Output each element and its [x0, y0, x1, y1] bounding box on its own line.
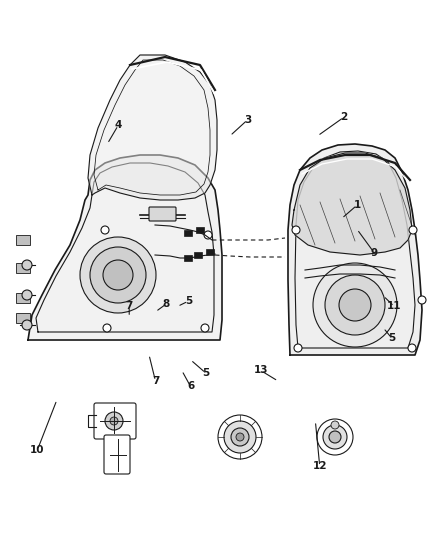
Text: 3: 3 [244, 115, 251, 125]
Circle shape [292, 226, 300, 234]
Text: 4: 4 [115, 120, 122, 130]
Polygon shape [88, 55, 217, 200]
Circle shape [294, 344, 302, 352]
Circle shape [204, 231, 212, 239]
Circle shape [409, 226, 417, 234]
Circle shape [90, 247, 146, 303]
Text: 2: 2 [340, 112, 347, 122]
FancyBboxPatch shape [94, 403, 136, 439]
Text: 7: 7 [152, 376, 159, 386]
Circle shape [101, 226, 109, 234]
Circle shape [22, 290, 32, 300]
Circle shape [408, 344, 416, 352]
Bar [16, 235, 30, 245]
Text: 12: 12 [312, 462, 327, 471]
Bar [184, 230, 192, 236]
Circle shape [329, 431, 341, 443]
Circle shape [317, 419, 353, 455]
Bar [194, 252, 202, 258]
Text: 5: 5 [185, 296, 192, 306]
Circle shape [331, 421, 339, 429]
Text: 6: 6 [187, 382, 194, 391]
Text: 13: 13 [253, 366, 268, 375]
Polygon shape [292, 153, 412, 255]
Text: 7: 7 [126, 302, 133, 311]
Circle shape [224, 421, 256, 453]
Bar [196, 227, 204, 233]
Circle shape [325, 275, 385, 335]
Circle shape [313, 263, 397, 347]
FancyBboxPatch shape [149, 207, 176, 221]
Text: 10: 10 [30, 446, 45, 455]
Circle shape [110, 417, 118, 425]
Circle shape [105, 412, 123, 430]
Circle shape [339, 289, 371, 321]
Bar [16, 263, 30, 273]
Circle shape [103, 324, 111, 332]
FancyBboxPatch shape [104, 435, 130, 474]
Circle shape [22, 320, 32, 330]
Circle shape [22, 260, 32, 270]
Bar [184, 255, 192, 261]
Circle shape [218, 415, 262, 459]
Circle shape [323, 425, 347, 449]
Text: 8: 8 [163, 299, 170, 309]
Text: 1: 1 [353, 200, 360, 210]
Polygon shape [28, 155, 222, 340]
Text: 11: 11 [387, 302, 402, 311]
Circle shape [103, 260, 133, 290]
Circle shape [418, 296, 426, 304]
Circle shape [236, 433, 244, 441]
Bar [16, 313, 30, 323]
Text: 5: 5 [389, 334, 396, 343]
Bar [16, 293, 30, 303]
Polygon shape [288, 144, 422, 355]
Bar [206, 249, 214, 255]
Text: 9: 9 [371, 248, 378, 258]
Circle shape [80, 237, 156, 313]
Text: 5: 5 [202, 368, 209, 378]
Circle shape [201, 324, 209, 332]
Circle shape [231, 428, 249, 446]
